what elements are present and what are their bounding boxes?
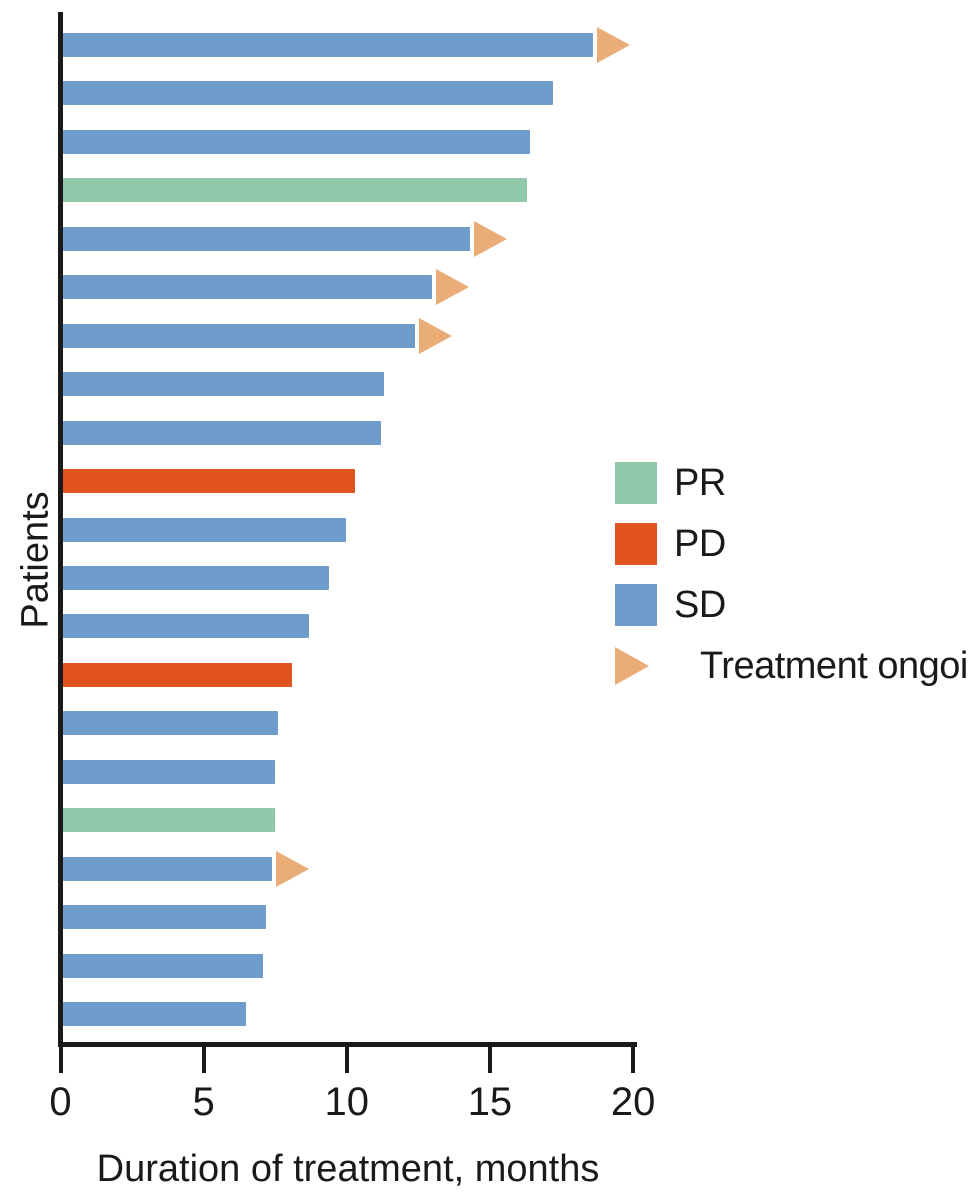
ongoing-arrow-icon	[615, 647, 683, 685]
bar-patient-8-sd	[63, 372, 384, 397]
patient-row-6	[63, 269, 469, 306]
patient-row-8	[63, 372, 384, 397]
bar-patient-19-sd	[63, 905, 266, 930]
bar-patient-4-pr	[63, 178, 527, 203]
patient-row-16	[63, 759, 275, 784]
patient-row-21	[63, 1002, 246, 1026]
patient-row-14	[63, 662, 292, 687]
bar-patient-10-pd	[63, 469, 355, 494]
patient-row-4	[63, 178, 527, 203]
sd-swatch-icon	[615, 584, 657, 626]
patient-row-13	[63, 614, 309, 639]
bar-patient-12-sd	[63, 565, 329, 590]
bar-patient-9-sd	[63, 420, 381, 445]
x-tick-label-5: 5	[192, 1080, 215, 1124]
patient-row-10	[63, 469, 355, 494]
bar-patient-20-sd	[63, 953, 263, 978]
bar-patient-5-sd	[63, 226, 470, 251]
y-axis-title: Patients	[14, 491, 57, 629]
bar-patient-2-sd	[63, 81, 553, 106]
legend-label-sd: SD	[674, 583, 726, 626]
legend-label-pr: PR	[674, 461, 726, 504]
bar-patient-15-sd	[63, 711, 278, 736]
bar-patient-18-sd	[63, 856, 272, 881]
legend-label-ongoing: Treatment ongoing	[700, 644, 969, 687]
bar-patient-13-sd	[63, 614, 309, 639]
patient-row-1	[63, 27, 630, 63]
legend-item-pr: PR	[615, 462, 969, 504]
patient-row-19	[63, 905, 266, 930]
bar-patient-11-sd	[63, 517, 346, 542]
x-axis-title: Duration of treatment, months	[96, 1148, 600, 1190]
legend-item-ongoing: Treatment ongoing	[615, 645, 969, 687]
x-axis-line	[58, 1042, 637, 1047]
bar-patient-14-pd	[63, 662, 292, 687]
treatment-ongoing-arrow-icon	[419, 317, 452, 354]
patient-row-5	[63, 220, 507, 257]
treatment-ongoing-arrow-icon	[436, 269, 469, 306]
legend-item-sd: SD	[615, 584, 969, 626]
treatment-ongoing-arrow-icon	[474, 220, 507, 257]
patient-row-20	[63, 953, 263, 978]
x-tick-label-10: 10	[324, 1080, 370, 1124]
bar-patient-1-sd	[63, 33, 593, 57]
patient-row-17	[63, 808, 275, 833]
bar-patient-6-sd	[63, 275, 432, 300]
treatment-ongoing-arrow-icon	[276, 850, 309, 887]
patient-row-2	[63, 81, 553, 106]
x-tick-label-0: 0	[49, 1080, 72, 1124]
pr-swatch-icon	[615, 462, 657, 504]
x-tick-20	[631, 1047, 636, 1073]
bar-patient-17-pr	[63, 808, 275, 833]
x-tick-15	[487, 1047, 492, 1073]
patient-row-9	[63, 420, 381, 445]
x-tick-5	[201, 1047, 206, 1073]
patient-row-3	[63, 129, 530, 154]
patient-row-7	[63, 317, 452, 354]
legend: PR PD SD Treatment ongoing	[615, 462, 969, 706]
x-tick-0	[58, 1047, 63, 1073]
bar-patient-3-sd	[63, 129, 530, 154]
bar-patient-16-sd	[63, 759, 275, 784]
patient-row-15	[63, 711, 278, 736]
pd-swatch-icon	[615, 523, 657, 565]
x-tick-label-20: 20	[610, 1080, 656, 1124]
legend-item-pd: PD	[615, 523, 969, 565]
bar-patient-21-sd	[63, 1002, 246, 1026]
legend-label-pd: PD	[674, 522, 726, 565]
y-axis-line	[58, 12, 63, 1047]
patient-row-11	[63, 517, 346, 542]
bar-patient-7-sd	[63, 323, 415, 348]
x-tick-label-15: 15	[467, 1080, 513, 1124]
x-tick-10	[344, 1047, 349, 1073]
treatment-ongoing-arrow-icon	[597, 27, 630, 63]
patient-row-12	[63, 565, 329, 590]
patient-row-18	[63, 850, 309, 887]
